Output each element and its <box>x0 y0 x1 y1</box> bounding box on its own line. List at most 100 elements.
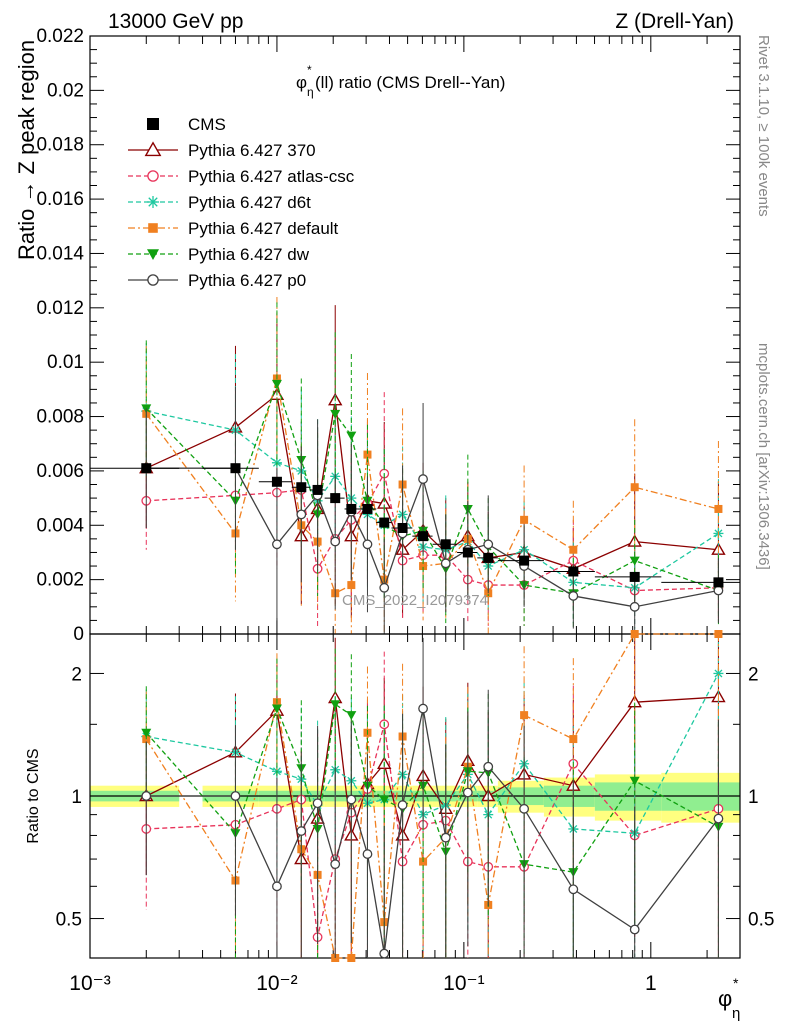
data-point <box>312 484 323 495</box>
ratio-data-point <box>713 813 724 824</box>
legend-marker <box>144 141 162 157</box>
data-point <box>347 581 356 590</box>
ratio-data-point <box>379 795 390 805</box>
data-point <box>714 504 723 513</box>
header-right-title: Z (Drell-Yan) <box>615 10 734 33</box>
main-panel: 0 0.002 0.004 0.006 0.008 0.01 0.012 0.014 0.016… <box>14 26 741 645</box>
legend-label: Pythia 6.427 dw <box>188 245 310 264</box>
main-y-tick-label: 0.014 <box>36 243 84 264</box>
data-point <box>519 555 530 566</box>
data-point <box>296 482 307 493</box>
main-y-tick-label: 0.002 <box>36 570 84 591</box>
legend-label: Pythia 6.427 p0 <box>188 271 306 290</box>
ratio-data-point <box>520 711 529 720</box>
data-point <box>568 566 579 577</box>
ratio-y-tick-label: 0.5 <box>56 910 82 931</box>
ratio-data-point <box>629 924 640 935</box>
series-line <box>146 467 719 608</box>
data-point <box>713 585 724 596</box>
data-point <box>230 463 241 474</box>
main-y-tick-label: 0.016 <box>36 189 84 210</box>
title-phi: φ <box>296 73 307 92</box>
data-point <box>379 582 390 593</box>
data-point <box>271 379 282 389</box>
ratio-data-point <box>347 954 356 962</box>
ratio-data-point <box>272 881 282 892</box>
ratio-series-line <box>145 633 719 959</box>
ratio-data-point <box>330 700 341 710</box>
x-axis-label-star: * <box>733 975 739 991</box>
ratio-data-point <box>397 800 408 810</box>
ratio-panel: 10⁻³ 10⁻² 10⁻¹ 1 0.5 0.5 1 1 2 2 Ratio to CMS <box>25 630 774 995</box>
legend-entry: Pythia 6.427 atlas-csc <box>128 167 355 186</box>
main-series-layer <box>90 296 740 634</box>
title-star: * <box>307 63 312 77</box>
legend-label: CMS <box>188 115 226 134</box>
ratio-data-point <box>568 884 579 895</box>
data-point <box>569 545 578 554</box>
ratio-axis-ticks: 10⁻³ 10⁻² 10⁻¹ 1 0.5 0.5 1 1 2 2 <box>56 634 774 995</box>
ratio-series-5 <box>141 637 724 959</box>
header-left-title: 13000 GeV pp <box>108 10 243 33</box>
main-y-tick-label: 0.01 <box>47 352 84 373</box>
data-point <box>568 591 579 601</box>
x-tick-label: 1 <box>645 972 657 995</box>
data-point <box>440 539 451 550</box>
ratio-data-point <box>362 849 373 859</box>
data-point <box>330 409 341 419</box>
ratio-data-point <box>379 948 390 959</box>
series-line <box>146 410 719 589</box>
data-point <box>346 431 357 441</box>
ratio-y-tick-label: 2 <box>71 664 82 685</box>
legend-label: Pythia 6.427 370 <box>188 141 316 160</box>
ratio-series-line <box>145 696 719 862</box>
ratio-y-tick-label-right: 2 <box>748 664 759 685</box>
legend-entry: CMS <box>147 115 226 134</box>
legend-marker <box>148 223 158 233</box>
data-point <box>363 450 372 459</box>
data-point <box>418 474 428 484</box>
data-point <box>296 509 307 520</box>
data-point <box>346 503 357 514</box>
main-y-tick-label: 0.004 <box>36 515 84 536</box>
main-y-tick-label: 0.012 <box>36 298 84 319</box>
rivet-label: Rivet 3.1.10, ≥ 100k events <box>755 35 772 217</box>
series-4 <box>142 296 723 634</box>
data-point <box>379 517 390 528</box>
ratio-series-layer <box>139 630 726 962</box>
x-tick-label: 10⁻² <box>256 972 297 995</box>
ratio-y-tick-label: 1 <box>71 787 82 808</box>
x-tick-label: 10⁻¹ <box>443 972 484 995</box>
data-point <box>362 503 373 514</box>
title-eta: η <box>307 85 314 99</box>
data-point <box>440 558 451 569</box>
data-point <box>330 536 341 547</box>
ratio-data-point <box>346 711 357 721</box>
ratio-data-point <box>519 803 530 814</box>
main-y-tick-label: 0.008 <box>36 407 84 428</box>
ratio-data-point <box>440 832 451 843</box>
x-axis-label-eta: η <box>732 1005 740 1022</box>
data-point <box>397 522 408 533</box>
ratio-data-point <box>330 859 341 870</box>
legend-entry: Pythia 6.427 d6t <box>128 193 311 212</box>
data-point <box>330 493 341 504</box>
data-point <box>629 601 640 612</box>
ratio-data-point <box>141 791 152 801</box>
data-point <box>520 515 529 524</box>
series-line <box>145 381 719 594</box>
series-line <box>145 378 719 595</box>
ratio-y-tick-label-right: 1 <box>748 787 759 808</box>
star-stroke <box>148 197 158 207</box>
main-y-tick-label: 0.006 <box>36 461 84 482</box>
ratio-series-line <box>146 673 720 834</box>
ratio-data-point <box>230 791 241 801</box>
data-point <box>483 539 494 550</box>
data-point <box>141 463 152 474</box>
main-y-tick-label: 0.02 <box>47 80 84 101</box>
legend-marker <box>147 274 159 286</box>
data-point <box>271 476 282 487</box>
ratio-data-point <box>271 704 282 714</box>
legend-entry: Pythia 6.427 p0 <box>128 271 306 290</box>
